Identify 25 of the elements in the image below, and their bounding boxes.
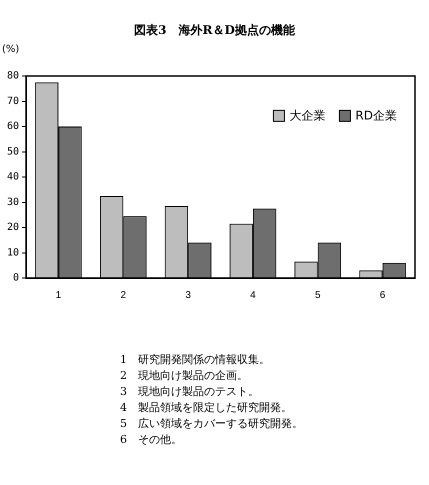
legend-label: 大企業 (289, 108, 326, 123)
y-tick-label: 10 (6, 247, 20, 258)
x-tick-label: 1 (56, 290, 62, 301)
y-tick-label: 0 (13, 272, 20, 284)
y-tick-label: 70 (6, 96, 20, 107)
y-tick-label: 30 (6, 196, 20, 208)
x-tick-label: 5 (314, 290, 321, 301)
legend-label: RD企業 (355, 108, 397, 123)
x-tick-label: 3 (185, 290, 192, 301)
x-tick-label: 4 (250, 290, 256, 301)
x-tick-label: 2 (120, 290, 126, 301)
text: 5 広い領域をカバーする研究開発。 (120, 416, 303, 432)
y-tick-label: 50 (6, 146, 20, 158)
text: 1 研究開発関係の情報収集。 (120, 352, 271, 368)
text: 6 その他。 (120, 432, 183, 448)
chart-title: 図表3 海外R＆D拠点の機能 (133, 22, 296, 39)
text: 4 製品領域を限定した研究開発。 (120, 400, 293, 416)
text: 3 現地向け製品のテスト。 (120, 384, 260, 400)
y-tick-label: 60 (6, 121, 20, 132)
y-tick-label: 80 (6, 70, 20, 82)
x-tick-label: 6 (380, 290, 386, 301)
y-tick-label: 40 (6, 172, 20, 183)
text: 2 現地向け製品の企画。 (120, 368, 249, 384)
y-axis-title: (%) (2, 44, 20, 55)
y-tick-label: 20 (6, 222, 20, 234)
